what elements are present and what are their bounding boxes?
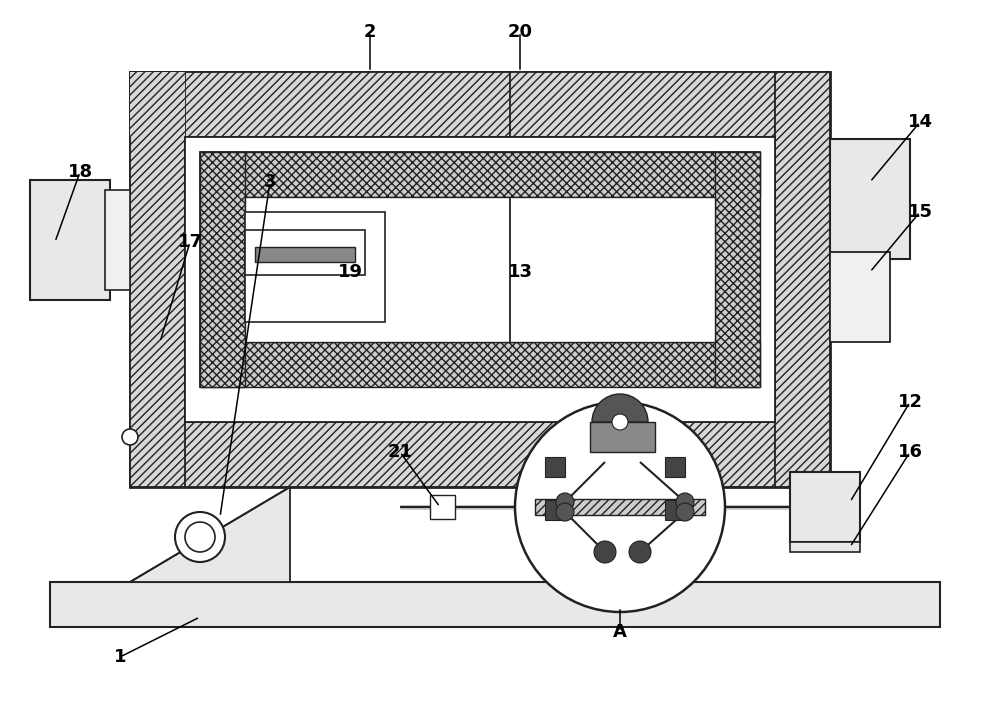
Bar xyxy=(715,152,760,387)
Bar xyxy=(130,72,185,487)
Circle shape xyxy=(676,493,694,511)
Text: 15: 15 xyxy=(908,203,932,221)
Bar xyxy=(245,197,715,342)
Circle shape xyxy=(676,503,694,521)
Bar xyxy=(590,422,655,452)
Text: 18: 18 xyxy=(67,163,93,181)
Text: 21: 21 xyxy=(388,443,413,461)
Text: 1: 1 xyxy=(114,648,126,666)
Bar xyxy=(130,422,830,487)
Bar xyxy=(200,152,245,387)
Polygon shape xyxy=(130,487,290,582)
Circle shape xyxy=(629,541,651,563)
Circle shape xyxy=(556,503,574,521)
Text: 12: 12 xyxy=(898,393,922,411)
Bar xyxy=(245,212,385,322)
Text: 3: 3 xyxy=(264,173,276,191)
Bar xyxy=(30,180,110,300)
Text: 16: 16 xyxy=(898,443,922,461)
Text: 19: 19 xyxy=(338,263,363,281)
Text: 17: 17 xyxy=(178,233,203,251)
Bar xyxy=(430,495,455,519)
Text: 2: 2 xyxy=(364,23,376,41)
Circle shape xyxy=(594,541,616,563)
Circle shape xyxy=(556,493,574,511)
Bar xyxy=(535,499,705,515)
Bar xyxy=(185,137,775,422)
Text: 13: 13 xyxy=(508,263,532,281)
Text: A: A xyxy=(613,623,627,641)
Bar xyxy=(570,487,610,582)
Bar xyxy=(130,72,185,137)
Wedge shape xyxy=(592,394,648,422)
Bar xyxy=(245,230,365,275)
Bar xyxy=(255,247,355,262)
Text: 20: 20 xyxy=(508,23,532,41)
Bar xyxy=(200,152,760,387)
Bar xyxy=(665,457,685,477)
Circle shape xyxy=(185,522,215,552)
Bar xyxy=(830,252,890,342)
Bar xyxy=(790,542,860,552)
Bar xyxy=(200,152,760,197)
Circle shape xyxy=(122,429,138,445)
Bar xyxy=(790,472,860,542)
Bar xyxy=(830,139,910,259)
Bar xyxy=(775,72,830,487)
Bar xyxy=(105,190,130,290)
Circle shape xyxy=(515,402,725,612)
Bar xyxy=(130,72,830,487)
Bar xyxy=(200,342,760,387)
Bar xyxy=(545,457,565,477)
Circle shape xyxy=(612,414,628,430)
Bar xyxy=(50,582,940,627)
Circle shape xyxy=(175,512,225,562)
Bar xyxy=(130,72,830,137)
Bar xyxy=(545,500,565,520)
Text: 14: 14 xyxy=(908,113,932,131)
Bar xyxy=(665,500,685,520)
